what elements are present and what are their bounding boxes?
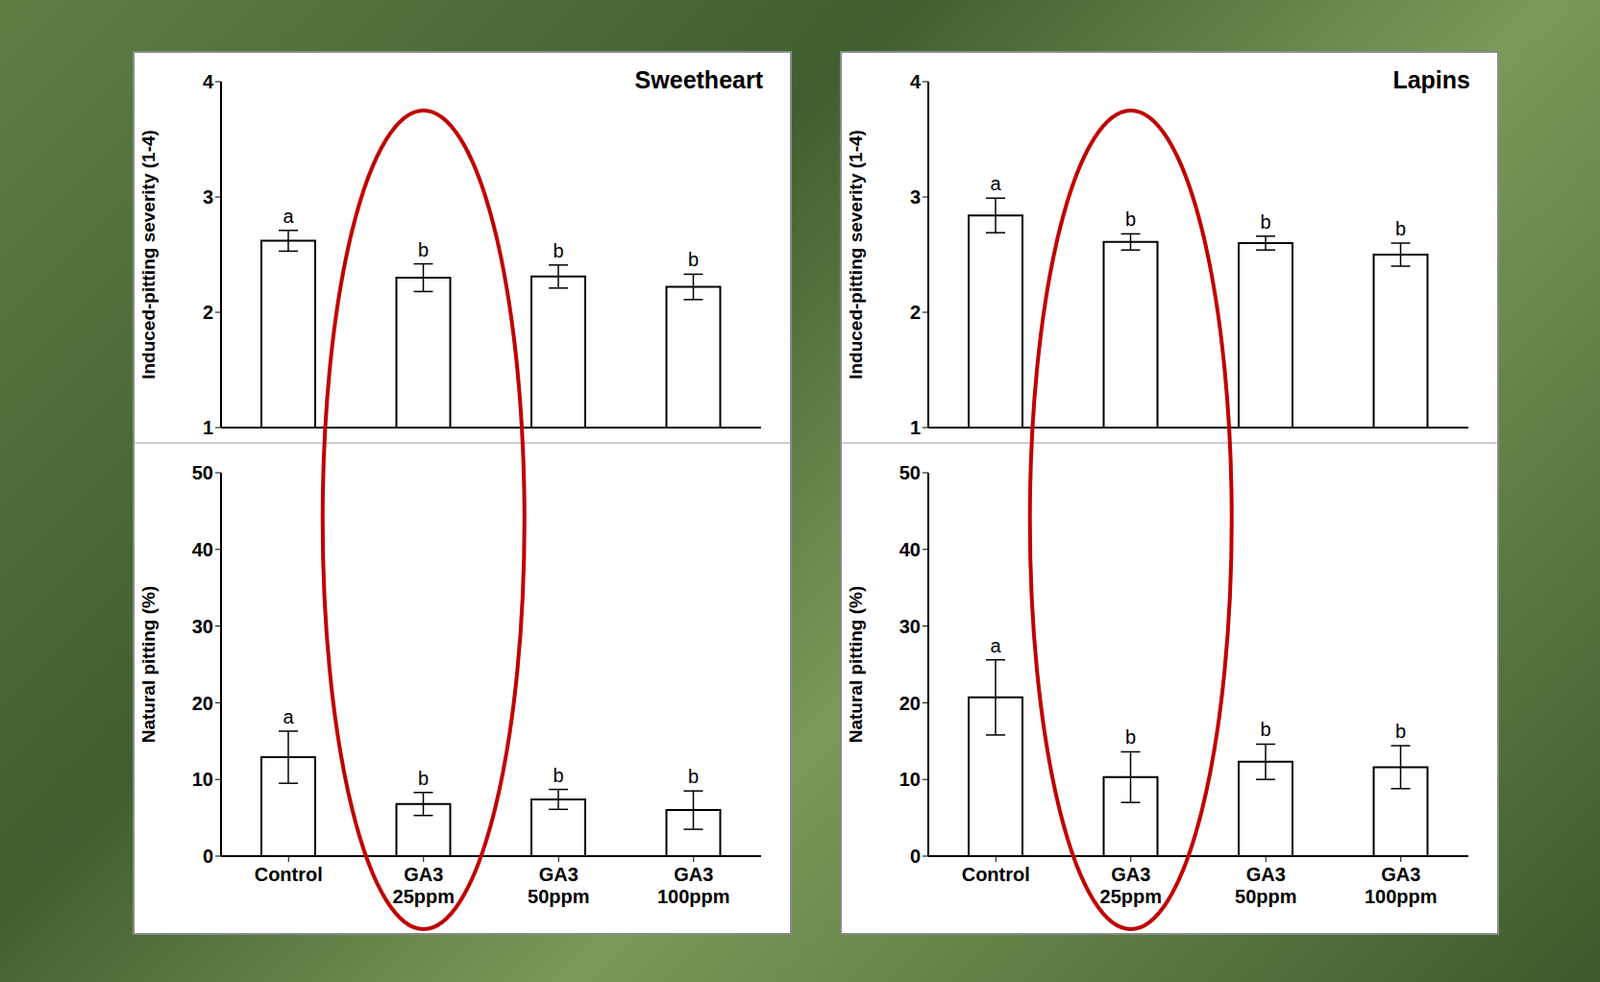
svg-text:b: b [688,248,699,271]
html-text:Lapins: Lapins [1392,66,1471,94]
svg-text:GA350ppm: GA350ppm [1234,863,1297,908]
svg-text:4: 4 [202,71,215,93]
svg-text:1: 1 [202,417,214,439]
svg-text:50: 50 [899,462,921,484]
svg-text:40: 40 [899,539,921,561]
svg-text:10: 10 [192,768,214,790]
svg-text:b: b [1395,720,1406,742]
svg-text:2: 2 [202,301,214,323]
svg-text:a: a [282,706,295,728]
svg-text:50: 50 [192,462,214,484]
svg-text:b: b [1259,211,1271,233]
svg-text:30: 30 [899,615,921,638]
html-text:Sweetheart: Sweetheart [634,66,764,94]
svg-text:10: 10 [899,768,921,790]
svg-text:b: b [688,765,699,788]
svg-text:1: 1 [910,417,921,439]
svg-text:20: 20 [899,692,921,714]
svg-text:4: 4 [910,71,922,93]
svg-text:30: 30 [192,615,214,638]
svg-text:GA350ppm: GA350ppm [527,863,590,908]
svg-text:a: a [282,205,295,227]
svg-text:Natural pitting (%): Natural pitting (%) [138,586,159,744]
svg-text:a: a [989,635,1002,657]
svg-text:b: b [1259,718,1271,740]
svg-text:GA3100ppm: GA3100ppm [1364,863,1438,908]
svg-text:Natural pitting (%): Natural pitting (%) [845,586,866,744]
svg-text:GA325ppm: GA325ppm [393,863,455,908]
svg-text:b: b [552,764,564,787]
svg-text:b: b [1125,208,1136,230]
svg-text:b: b [1395,218,1406,240]
svg-text:b: b [418,239,429,261]
svg-text:3: 3 [202,186,214,208]
svg-text:Induced-pitting severity (1-4): Induced-pitting severity (1-4) [845,129,866,380]
svg-text:Control: Control [254,863,323,886]
svg-text:b: b [552,240,564,262]
svg-text:b: b [418,767,429,789]
svg-text:2: 2 [910,301,921,323]
svg-text:0: 0 [202,845,214,867]
svg-text:a: a [989,172,1002,195]
svg-text:b: b [1125,726,1136,748]
svg-text:Induced-pitting severity (1-4): Induced-pitting severity (1-4) [138,129,159,380]
svg-text:20: 20 [192,692,214,714]
svg-text:GA3100ppm: GA3100ppm [657,863,731,908]
svg-text:3: 3 [910,186,921,208]
svg-text:GA325ppm: GA325ppm [1100,863,1162,908]
svg-text:40: 40 [192,539,214,561]
svg-text:Control: Control [961,863,1031,886]
svg-text:0: 0 [910,845,921,867]
